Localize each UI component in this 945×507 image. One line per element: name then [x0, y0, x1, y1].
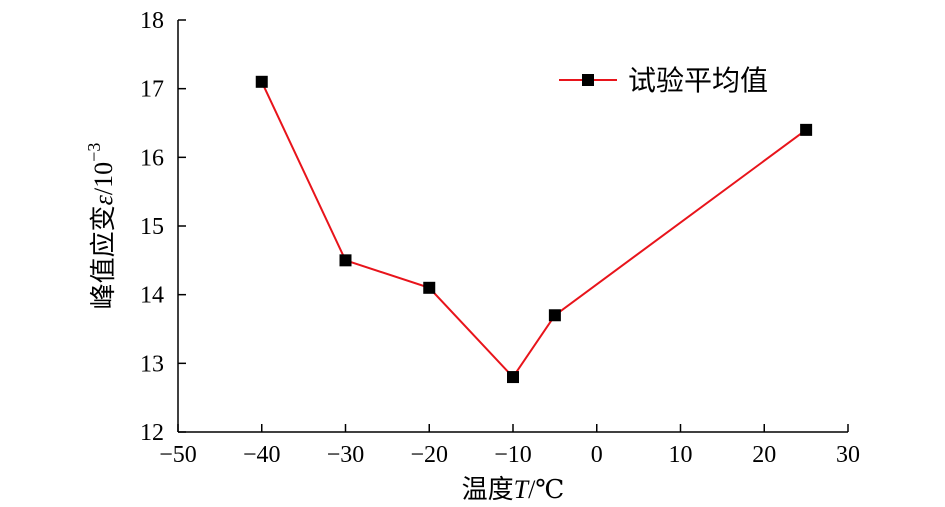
- legend-label: 试验平均值: [628, 64, 768, 97]
- plot-area: [255, 75, 813, 384]
- y-axis-label-unit: /10: [89, 162, 118, 195]
- x-axis-ticks: −50 −40 −30 −20 −10 0 10 20 30: [159, 424, 860, 468]
- data-point-marker: [423, 281, 436, 294]
- y-tick-label: 16: [140, 145, 164, 171]
- x-tick-label: −10: [494, 442, 532, 468]
- y-tick-label: 14: [140, 283, 164, 309]
- legend: 试验平均值: [559, 64, 768, 97]
- x-tick-label: 10: [669, 442, 693, 468]
- x-tick-label: −30: [327, 442, 365, 468]
- x-tick-label: 20: [752, 442, 776, 468]
- x-axis-label: 温度T/℃: [462, 475, 565, 505]
- x-axis-label-prefix: 温度: [462, 475, 514, 505]
- x-tick-label: −50: [159, 442, 197, 468]
- x-tick-label: 0: [591, 442, 603, 468]
- data-point-marker: [255, 75, 268, 88]
- y-tick-label: 18: [140, 8, 164, 34]
- y-tick-label: 17: [140, 77, 164, 103]
- data-point-marker: [548, 309, 561, 322]
- x-tick-label: −20: [410, 442, 448, 468]
- data-point-marker: [339, 254, 352, 267]
- x-axis-label-unit: /℃: [528, 475, 564, 504]
- y-axis-label-exponent: −3: [84, 143, 104, 162]
- data-point-marker: [800, 123, 813, 136]
- y-tick-label: 12: [140, 420, 164, 446]
- axes: −50 −40 −30 −20 −10 0 10 20 30 12 13 14 15 16 17 18: [140, 8, 860, 468]
- x-tick-label: 30: [836, 442, 860, 468]
- x-tick-label: −40: [243, 442, 281, 468]
- data-point-marker: [507, 371, 519, 384]
- y-axis-label-symbol: ε: [89, 194, 118, 205]
- y-axis-label: 峰值应变ε/10−3: [84, 143, 119, 310]
- series-line: [260, 81, 807, 379]
- y-tick-label: 15: [140, 214, 164, 240]
- y-axis-label-prefix: 峰值应变: [89, 205, 119, 309]
- x-axis-label-symbol: T: [514, 475, 530, 504]
- legend-marker: [582, 74, 594, 86]
- y-tick-label: 13: [140, 351, 164, 377]
- y-axis-ticks: 12 13 14 15 16 17 18: [140, 8, 186, 446]
